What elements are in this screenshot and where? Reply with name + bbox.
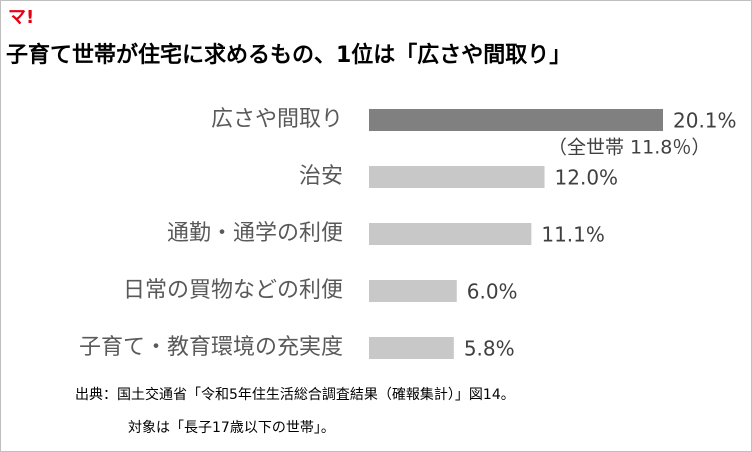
- bar: [369, 166, 545, 188]
- logo: マ!: [8, 7, 34, 28]
- chart-title: 子育て世帯が住宅に求めるもの、1位は「広さや間取り」: [6, 42, 571, 68]
- value-label: 20.1%: [673, 109, 737, 133]
- category-label: 広さや間取り: [211, 107, 343, 132]
- bar: [369, 223, 532, 245]
- annotation: （全世帯 11.8％）: [548, 137, 710, 159]
- source-line: 対象は「長子17歳以下の世帯」。: [128, 420, 335, 436]
- bar: [369, 280, 457, 302]
- bar: [369, 337, 454, 359]
- category-label: 子育て・教育環境の充実度: [79, 335, 343, 360]
- source-line: 出典：国土交通省「令和5年住生活総合調査結果（確報集計）」図14。: [75, 386, 515, 403]
- value-label: 11.1%: [541, 223, 605, 247]
- value-label: 6.0%: [467, 280, 518, 304]
- value-label: 12.0%: [555, 166, 619, 190]
- category-label: 治安: [299, 164, 343, 189]
- category-label: 通勤・通学の利便: [167, 221, 343, 246]
- bar: [369, 109, 663, 131]
- value-label: 5.8%: [464, 337, 515, 361]
- category-label: 日常の買物などの利便: [123, 278, 343, 303]
